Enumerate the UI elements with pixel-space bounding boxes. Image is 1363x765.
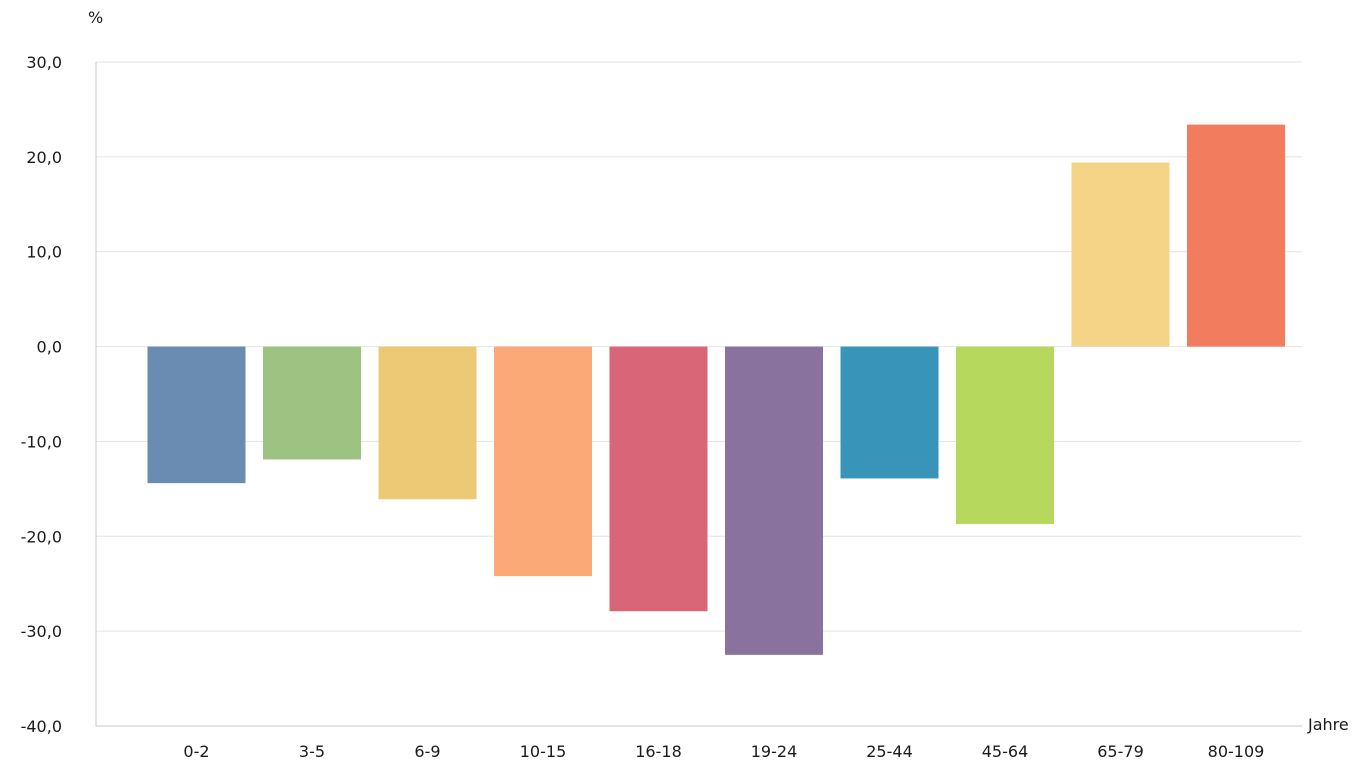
bar-6-9 bbox=[378, 346, 477, 500]
bar-45-64 bbox=[956, 346, 1054, 524]
bar-16-18 bbox=[609, 346, 708, 612]
bar-25-44 bbox=[840, 346, 939, 479]
bar-3-5 bbox=[263, 346, 361, 460]
x-tick-label: 45-64 bbox=[982, 742, 1029, 761]
x-tick-label: 0-2 bbox=[183, 742, 209, 761]
x-tick-label: 3-5 bbox=[299, 742, 325, 761]
y-axis-unit-label: % bbox=[88, 8, 103, 27]
x-tick-labels: 0-2 3-5 6-9 10-15 16-18 19-24 25-44 45-64 65-79 8… bbox=[183, 742, 1264, 761]
y-tick-label: -30,0 bbox=[21, 622, 62, 641]
y-tick-label: -20,0 bbox=[21, 527, 62, 546]
x-tick-label: 65-79 bbox=[1097, 742, 1144, 761]
y-tick-label: 30,0 bbox=[26, 53, 62, 72]
y-tick-labels: 30,0 20,0 10,0 0,0 -10,0 -20,0 -30,0 -40,0 bbox=[21, 53, 62, 736]
y-tick-label: 0,0 bbox=[37, 338, 62, 357]
x-tick-label: 6-9 bbox=[414, 742, 440, 761]
x-tick-label: 10-15 bbox=[520, 742, 567, 761]
x-tick-label: 16-18 bbox=[635, 742, 682, 761]
bar-10-15 bbox=[494, 346, 592, 577]
y-tick-label: -40,0 bbox=[21, 717, 62, 736]
bar-65-79 bbox=[1071, 162, 1170, 347]
x-tick-label: 19-24 bbox=[751, 742, 798, 761]
y-tick-label: 10,0 bbox=[26, 243, 62, 262]
bars bbox=[147, 124, 1285, 655]
bar-80-109 bbox=[1187, 124, 1285, 347]
x-tick-label: 25-44 bbox=[866, 742, 913, 761]
x-tick-label: 80-109 bbox=[1208, 742, 1265, 761]
y-tick-label: 20,0 bbox=[26, 148, 62, 167]
bar-0-2 bbox=[147, 346, 246, 484]
y-tick-label: -10,0 bbox=[21, 432, 62, 451]
bar-19-24 bbox=[725, 346, 823, 655]
x-axis-unit-label: Jahre bbox=[1307, 715, 1349, 734]
